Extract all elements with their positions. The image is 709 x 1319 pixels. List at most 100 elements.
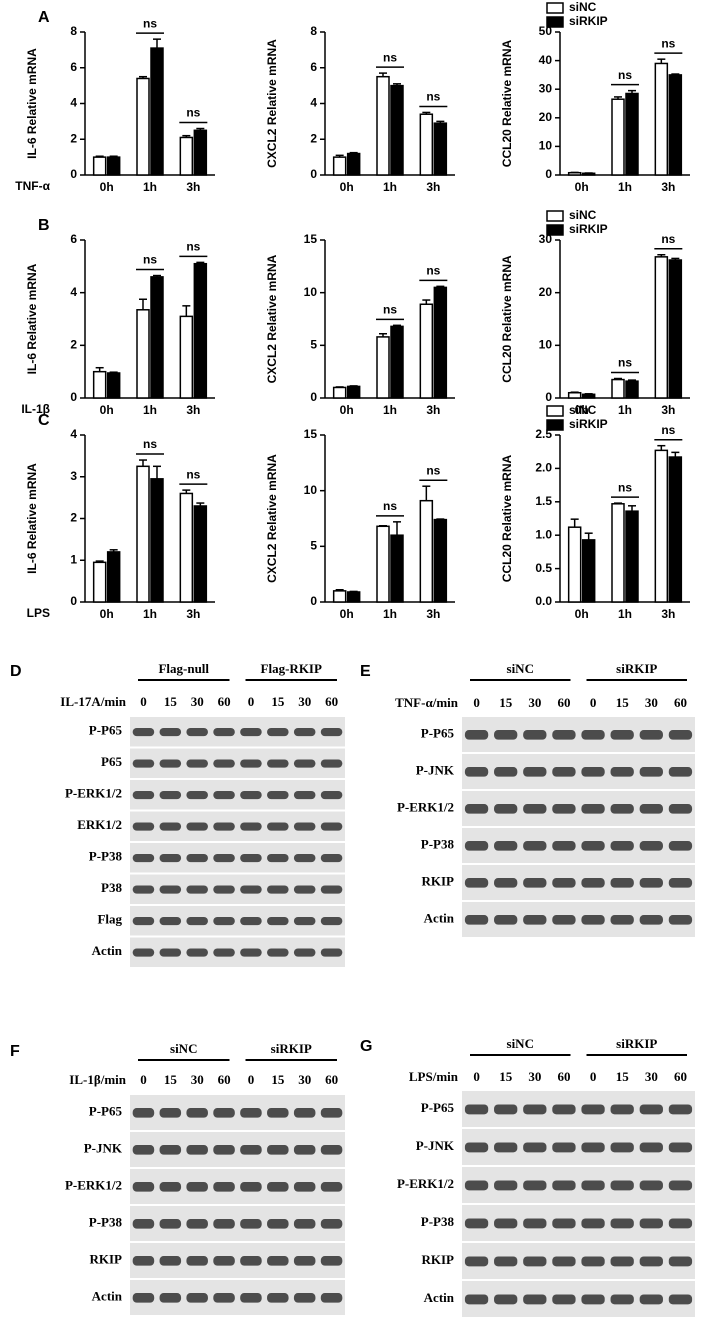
group-label: Flag-RKIP bbox=[261, 661, 322, 676]
blot-band bbox=[186, 1145, 208, 1155]
blot-band bbox=[668, 915, 693, 925]
x-tick-label: 3h bbox=[426, 180, 440, 194]
y-tick-label: 40 bbox=[539, 53, 553, 67]
legend-swatch bbox=[546, 224, 564, 236]
time-label: 0 bbox=[248, 694, 255, 709]
blot-band bbox=[581, 1104, 605, 1115]
blot-band bbox=[320, 885, 343, 894]
blot-band bbox=[132, 727, 155, 737]
bar bbox=[419, 499, 434, 603]
bar bbox=[433, 122, 448, 176]
group-label: siRKIP bbox=[616, 1036, 657, 1051]
x-tick-label: 3h bbox=[426, 403, 440, 417]
legend-label: siRKIP bbox=[569, 14, 608, 28]
blot-band bbox=[320, 790, 343, 800]
bar bbox=[567, 526, 582, 603]
y-tick-label: 0 bbox=[70, 594, 77, 608]
row-label: Actin bbox=[92, 1288, 123, 1303]
blot-band bbox=[523, 1142, 547, 1153]
blot-band bbox=[639, 915, 663, 925]
legend-label: siNC bbox=[569, 208, 597, 222]
row-label: RKIP bbox=[422, 873, 455, 888]
y-tick-label: 1.5 bbox=[535, 494, 552, 508]
bar bbox=[179, 136, 194, 176]
blot-band bbox=[267, 916, 289, 926]
y-axis-label: CCL20 Relative mRNA bbox=[500, 454, 514, 582]
y-axis-label: IL-6 Relative mRNA bbox=[25, 463, 39, 574]
significance-label: ns bbox=[426, 463, 440, 477]
time-label: 15 bbox=[616, 1069, 630, 1084]
blot-band bbox=[213, 790, 235, 800]
blot-band bbox=[240, 1182, 262, 1192]
time-label: 0 bbox=[590, 1069, 597, 1084]
x-tick-label: 0h bbox=[340, 403, 354, 417]
blot-band bbox=[494, 1104, 518, 1115]
significance-label: ns bbox=[186, 240, 200, 254]
blot-band bbox=[639, 1218, 663, 1229]
blot-band bbox=[320, 948, 343, 957]
time-label: 15 bbox=[499, 1069, 513, 1084]
legend-label: siRKIP bbox=[569, 417, 608, 431]
bar bbox=[332, 156, 347, 176]
bar bbox=[581, 539, 596, 603]
y-tick-label: 10 bbox=[304, 285, 318, 299]
bar bbox=[654, 449, 669, 603]
blot-band bbox=[240, 1219, 262, 1229]
blot-band bbox=[186, 1108, 208, 1118]
blot-band bbox=[293, 1145, 316, 1155]
y-tick-label: 3 bbox=[70, 469, 77, 483]
time-label: 0 bbox=[590, 695, 597, 710]
group-label: siNC bbox=[507, 1036, 534, 1051]
x-tick-label: 1h bbox=[383, 607, 397, 621]
blot-band bbox=[213, 1182, 235, 1192]
blot-band bbox=[494, 1256, 518, 1267]
blot-band bbox=[610, 915, 634, 925]
blot-band bbox=[639, 730, 663, 740]
significance-label: ns bbox=[143, 437, 157, 451]
time-label: 30 bbox=[528, 695, 541, 710]
blot-band bbox=[293, 822, 316, 831]
blot-band bbox=[668, 1256, 693, 1267]
blot-band bbox=[159, 1256, 182, 1266]
row-label: P-ERK1/2 bbox=[65, 1177, 122, 1192]
significance-label: ns bbox=[143, 16, 157, 30]
blot-band bbox=[494, 1218, 518, 1229]
blot-band bbox=[668, 1294, 693, 1305]
row-label: P-P38 bbox=[89, 849, 123, 864]
y-axis-label: CXCL2 Relative mRNA bbox=[265, 454, 279, 583]
blot-band bbox=[186, 727, 208, 737]
blot-band bbox=[639, 1104, 663, 1115]
blot-band bbox=[293, 727, 316, 737]
row-label: P-ERK1/2 bbox=[397, 799, 454, 814]
legend-swatch bbox=[546, 2, 564, 14]
blot-band bbox=[159, 853, 182, 863]
blot-band bbox=[639, 1256, 663, 1267]
treatment-label: TNF-α/min bbox=[395, 695, 459, 710]
blot-band bbox=[668, 841, 693, 851]
blot-band bbox=[494, 767, 518, 777]
blot-band bbox=[213, 885, 235, 894]
blot-band bbox=[240, 1145, 262, 1155]
time-label: 15 bbox=[616, 695, 630, 710]
blot-band bbox=[186, 885, 208, 894]
blot-band bbox=[320, 853, 343, 863]
time-label: 60 bbox=[674, 1069, 687, 1084]
time-label: 30 bbox=[645, 695, 658, 710]
x-tick-label: 3h bbox=[186, 403, 200, 417]
blot-band bbox=[159, 790, 182, 800]
blot-band bbox=[293, 790, 316, 800]
blot-band bbox=[581, 841, 605, 851]
row-label: P38 bbox=[101, 880, 122, 895]
blot-band bbox=[668, 767, 693, 777]
x-tick-label: 0h bbox=[575, 180, 589, 194]
bar bbox=[390, 534, 404, 603]
bar bbox=[106, 372, 121, 399]
time-label: 60 bbox=[557, 695, 570, 710]
x-tick-label: 1h bbox=[383, 180, 397, 194]
bar bbox=[668, 74, 683, 176]
blot-band bbox=[213, 1108, 235, 1118]
significance-label: ns bbox=[618, 68, 632, 82]
blot-band bbox=[552, 1104, 576, 1115]
blot-band bbox=[132, 885, 155, 894]
time-label: 0 bbox=[248, 1072, 255, 1087]
